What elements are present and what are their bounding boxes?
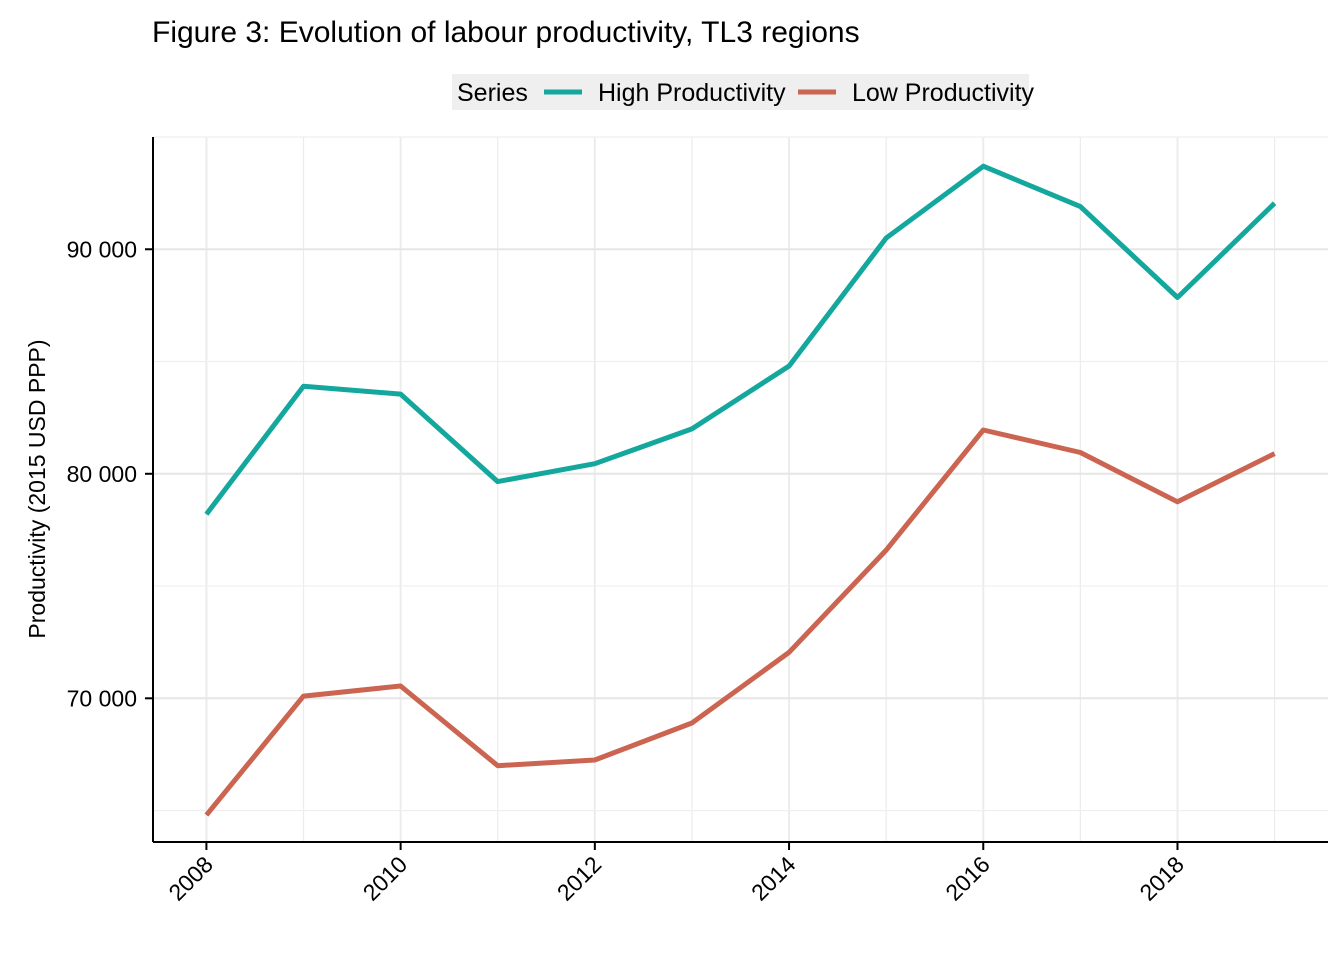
x-tick-label: 2012 <box>552 851 607 906</box>
chart-title: Figure 3: Evolution of labour productivi… <box>152 16 860 49</box>
x-tick-label: 2008 <box>163 851 218 906</box>
x-tick-label: 2018 <box>1134 851 1189 906</box>
y-tick-label: 90 000 <box>67 236 137 262</box>
series-line-low-productivity <box>204 427 1276 817</box>
y-axis-title: Productivity (2015 USD PPP) <box>24 339 50 638</box>
x-tick-label: 2010 <box>358 851 413 906</box>
legend-label-high-productivity: High Productivity <box>598 79 786 107</box>
x-tick-label: 2016 <box>940 851 995 906</box>
y-axis-ticks: 70 000 80 000 90 000 <box>67 236 153 711</box>
gridlines <box>153 136 1328 842</box>
series-line-high-productivity <box>204 163 1277 516</box>
legend-title: Series <box>457 79 528 107</box>
y-tick-label: 70 000 <box>67 685 137 711</box>
y-tick-label: 80 000 <box>67 461 137 487</box>
axes <box>152 137 1328 843</box>
legend-label-low-productivity: Low Productivity <box>852 79 1035 107</box>
legend: Series High Productivity Low Productivit… <box>452 74 1035 110</box>
x-tick-label: 2014 <box>746 851 801 906</box>
x-axis-ticks: 2008 2010 2012 2014 2016 2018 <box>163 842 1189 906</box>
series-lines <box>204 163 1277 817</box>
